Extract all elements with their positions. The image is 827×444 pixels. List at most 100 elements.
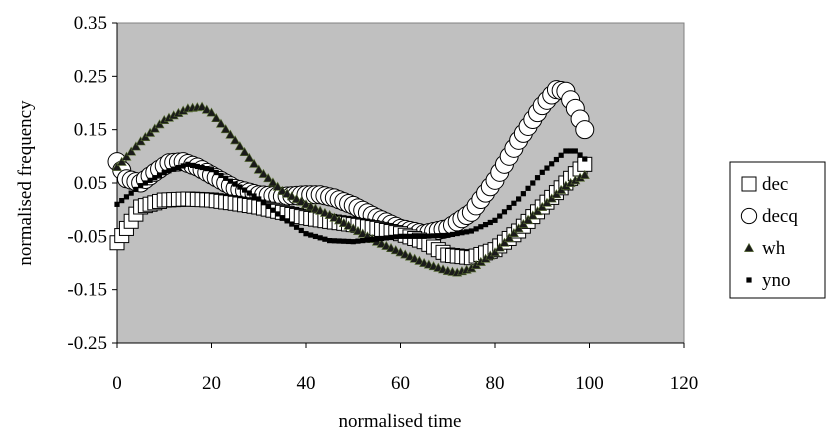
data-point-wh [220, 124, 231, 134]
data-point-yno [454, 230, 460, 237]
data-point-yno [256, 196, 262, 202]
data-point-yno [374, 236, 380, 242]
data-point-yno [331, 238, 337, 244]
data-point-wh [130, 141, 141, 151]
data-point-yno [166, 168, 172, 174]
legend-marker-wh [743, 242, 755, 252]
data-point-wh [111, 161, 123, 171]
data-point-wh [197, 101, 208, 111]
data-point-yno [582, 156, 588, 162]
data-point-yno [459, 230, 465, 236]
data-point-yno [123, 194, 130, 200]
data-point-yno [572, 148, 578, 154]
data-point-yno [364, 237, 371, 243]
data-point-yno [549, 161, 555, 167]
x-tick-label: 0 [112, 373, 122, 394]
y-tick-label: -0.05 [67, 226, 107, 247]
data-point-yno [426, 233, 432, 239]
data-point-wh [296, 196, 307, 206]
data-point-yno [213, 169, 219, 176]
x-tick-label: 80 [486, 373, 505, 394]
data-point-yno [511, 200, 517, 206]
data-point-wh [494, 242, 505, 252]
data-point-yno [317, 235, 323, 241]
data-point-wh [489, 247, 501, 257]
data-point-yno [393, 234, 399, 240]
data-point-yno [539, 169, 545, 175]
data-point-yno [355, 238, 361, 244]
data-point-yno [312, 233, 319, 240]
data-point-yno [341, 238, 347, 244]
data-point-yno [147, 177, 153, 183]
data-point-wh [508, 228, 519, 238]
data-point-yno [241, 187, 248, 193]
data-point-wh [249, 158, 260, 168]
data-point-yno [279, 215, 285, 221]
data-point-yno [227, 178, 233, 184]
data-point-yno [298, 227, 304, 234]
data-point-yno [558, 152, 564, 158]
data-point-yno [421, 233, 427, 239]
data-point-yno [440, 232, 446, 239]
data-point-yno [208, 167, 215, 173]
y-tick-label: 0.15 [74, 120, 107, 141]
data-point-wh [343, 220, 354, 230]
data-point-wh [234, 141, 245, 151]
data-point-wh [225, 129, 236, 139]
data-point-yno [180, 163, 186, 169]
data-point-yno [114, 201, 120, 207]
data-point-wh [258, 168, 269, 178]
legend-label-wh: wh [762, 238, 786, 259]
data-point-yno [544, 165, 550, 171]
data-point-yno [152, 175, 158, 181]
x-tick-label: 40 [297, 373, 316, 394]
data-point-yno [138, 183, 144, 189]
data-point-yno [520, 191, 526, 197]
y-tick-label: 0.25 [74, 66, 107, 87]
data-point-yno [175, 164, 182, 171]
data-point-yno [308, 232, 314, 238]
data-point-yno [218, 172, 224, 179]
data-point-wh [121, 151, 132, 161]
y-tick-label: 0.05 [74, 173, 107, 194]
data-point-wh [334, 215, 345, 225]
data-point-yno [284, 218, 290, 224]
data-point-yno [194, 163, 200, 170]
data-point-yno [445, 232, 451, 238]
data-point-yno [369, 236, 375, 243]
data-point-yno [568, 148, 574, 154]
data-point-yno [142, 180, 148, 186]
series-wh [111, 101, 590, 277]
data-point-yno [204, 166, 210, 172]
data-point-yno [473, 226, 479, 232]
data-point-yno [412, 233, 418, 239]
data-point-wh [267, 177, 278, 187]
data-point-yno [563, 148, 569, 154]
data-point-yno [516, 196, 522, 202]
data-point-wh [230, 135, 241, 145]
data-point-wh [272, 181, 283, 191]
data-point-yno [156, 172, 163, 178]
data-point-wh [263, 173, 274, 183]
data-point-yno [482, 222, 489, 228]
data-point-yno [449, 231, 456, 238]
data-point-yno [223, 175, 229, 181]
x-tick-label: 120 [670, 373, 699, 394]
data-point-wh [324, 209, 335, 219]
data-point-yno [190, 162, 196, 168]
data-point-wh [201, 104, 212, 114]
data-point-wh [348, 223, 359, 233]
y-tick-label: -0.15 [67, 280, 107, 301]
data-point-wh [291, 193, 302, 203]
data-point-wh [211, 113, 222, 123]
data-point-wh [329, 212, 340, 222]
data-point-yno [336, 238, 342, 244]
series-layer [107, 80, 595, 277]
legend: dec decq wh yno [729, 161, 826, 299]
x-tick-label: 60 [391, 373, 410, 394]
data-point-wh [239, 146, 250, 156]
data-point-wh [244, 152, 255, 162]
data-point-yno [468, 228, 474, 234]
data-point-wh [282, 188, 293, 198]
data-point-yno [185, 161, 191, 167]
